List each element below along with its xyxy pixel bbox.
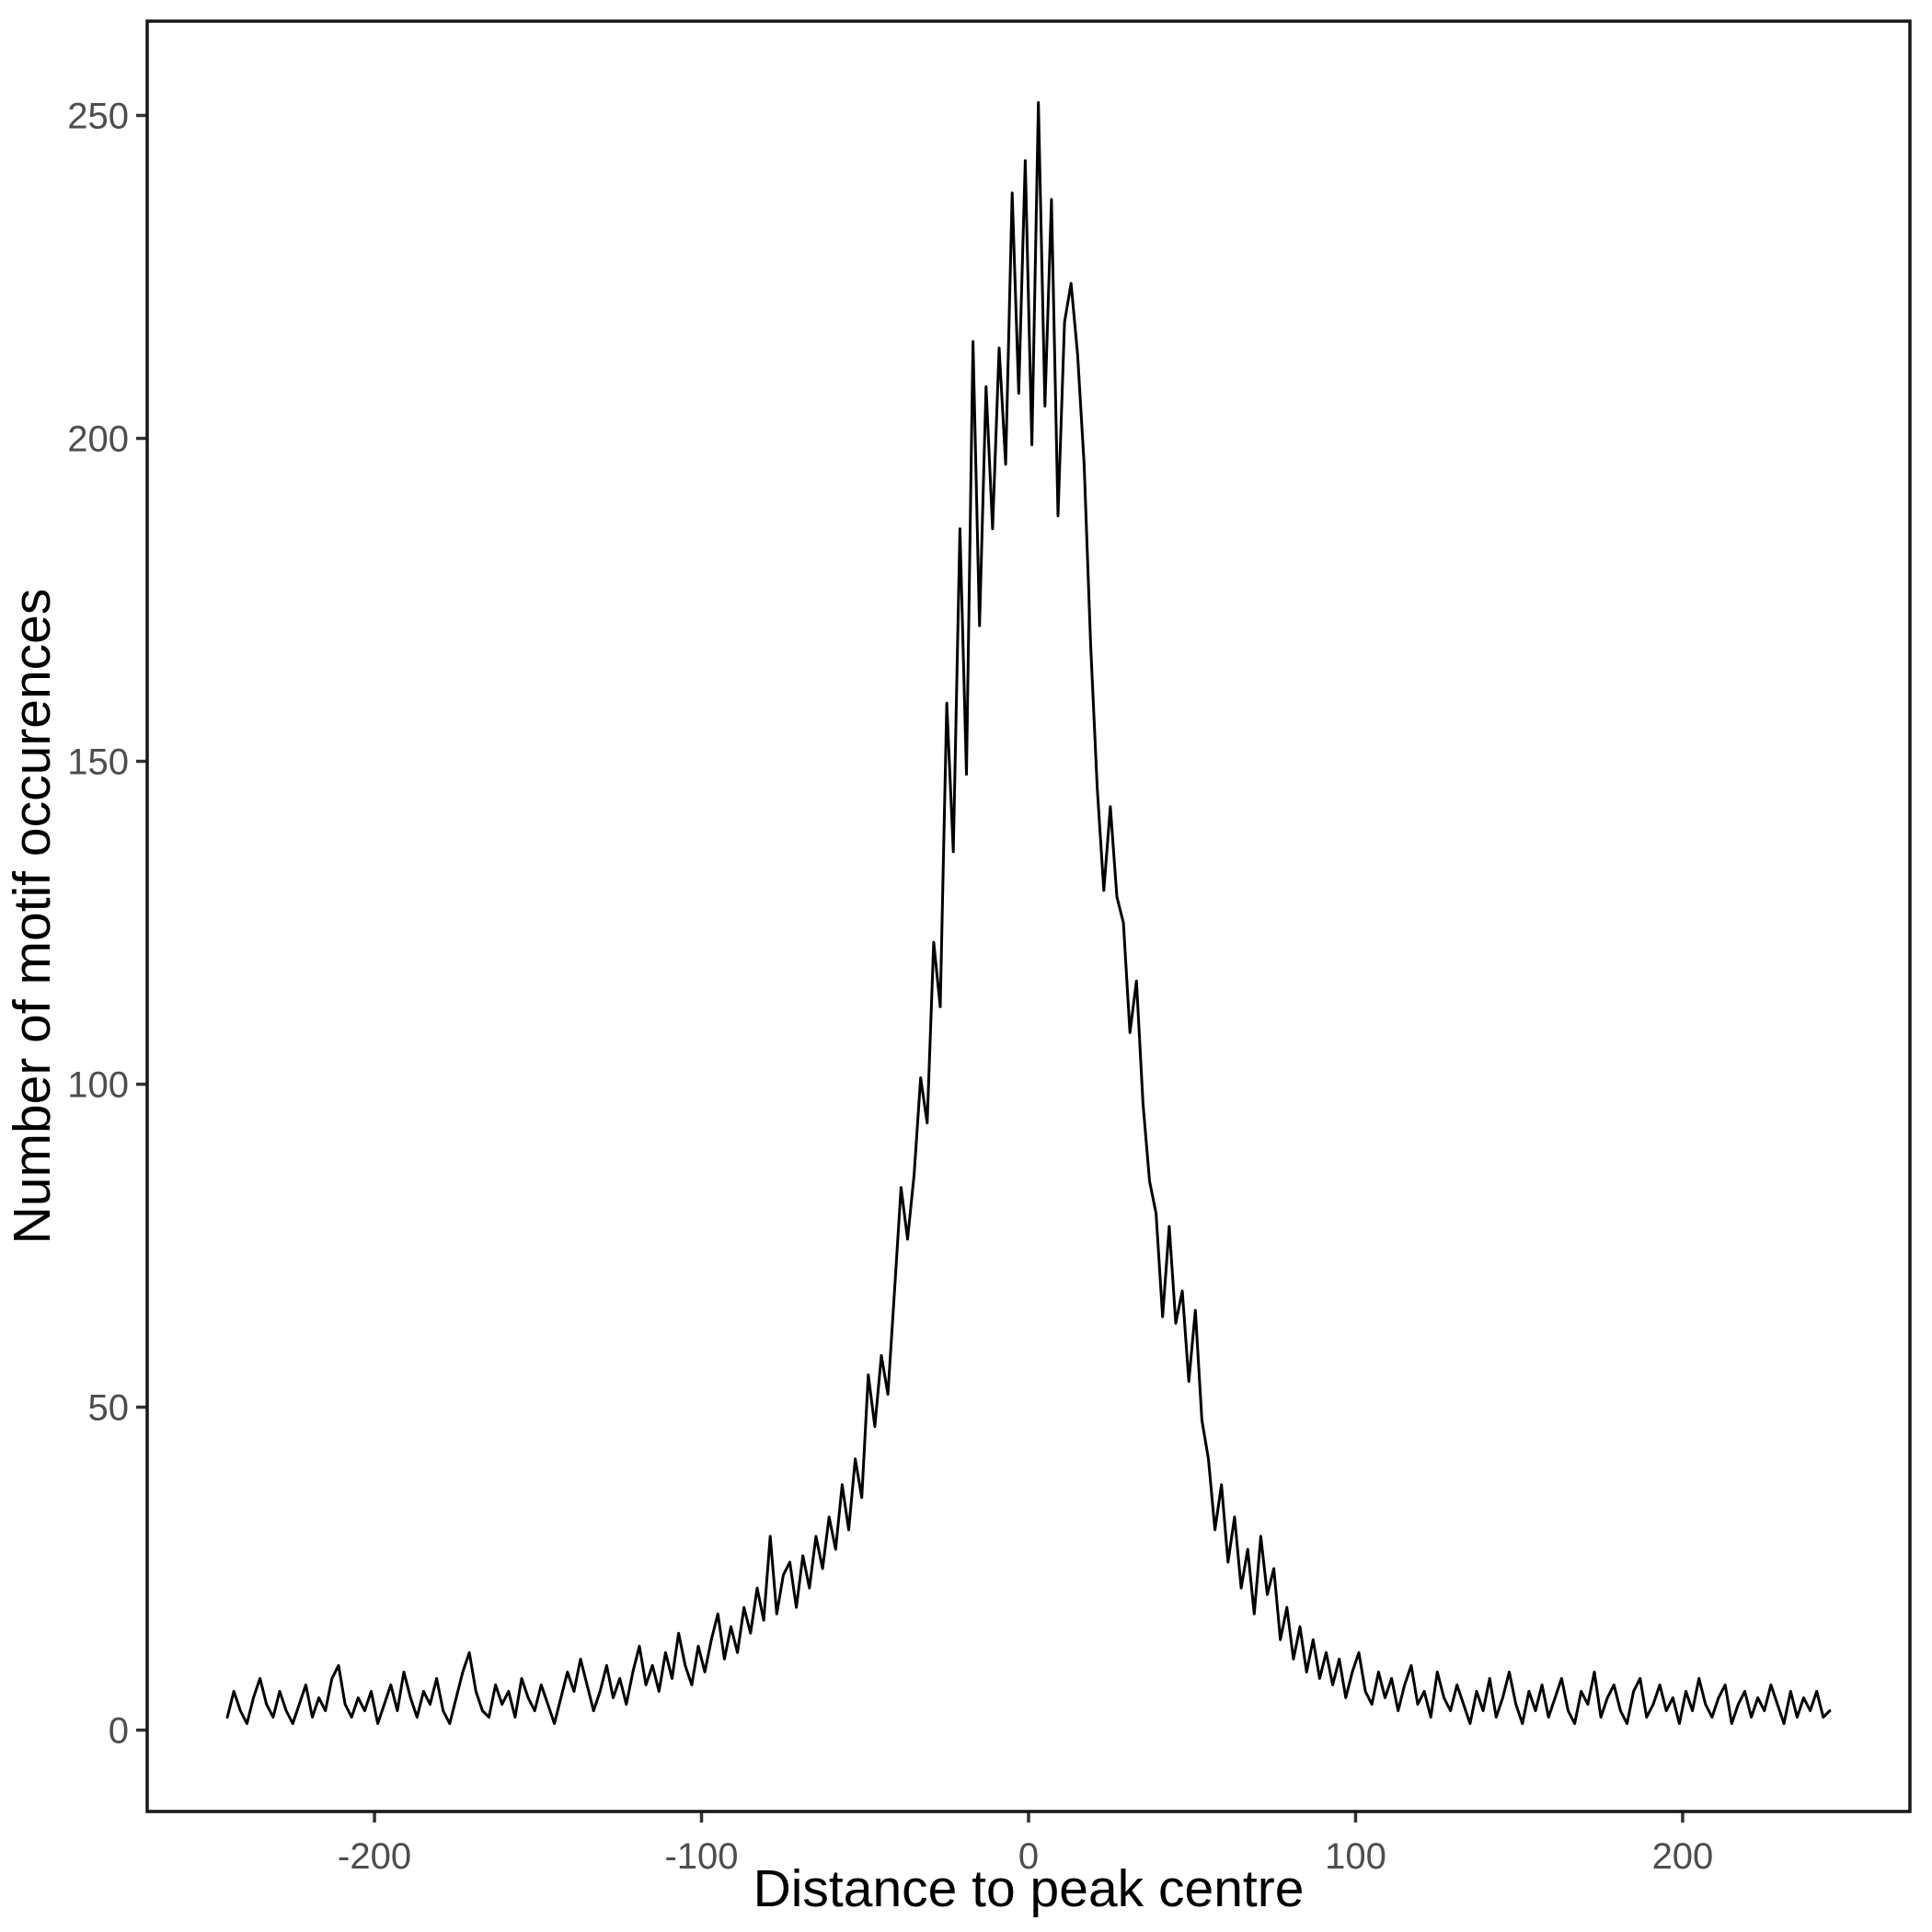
panel-border [145,19,1912,1813]
x-tick-label: -100 [664,1836,738,1877]
y-axis-title: Number of motif occurences [3,589,62,1245]
x-tick-label: 0 [1018,1836,1039,1877]
y-tick-label: 50 [88,1388,130,1429]
x-tick-label: 100 [1325,1836,1386,1877]
y-axis-tick-labels: 0 50 100 150 200 250 [67,96,129,1751]
x-tick-label: -200 [338,1836,411,1877]
y-axis-ticks [136,113,147,1732]
y-tick-label: 200 [67,420,129,460]
y-tick-label: 0 [109,1711,129,1752]
x-axis-ticks [373,1811,1685,1823]
y-tick-label: 250 [67,96,129,136]
x-tick-label: 200 [1652,1836,1714,1877]
x-axis-title: Distance to peak centre [753,1859,1305,1918]
y-tick-label: 150 [67,742,129,783]
data-line [225,101,1832,1725]
x-axis-tick-labels: -200 -100 0 100 200 [338,1836,1713,1877]
y-tick-label: 100 [67,1065,129,1106]
